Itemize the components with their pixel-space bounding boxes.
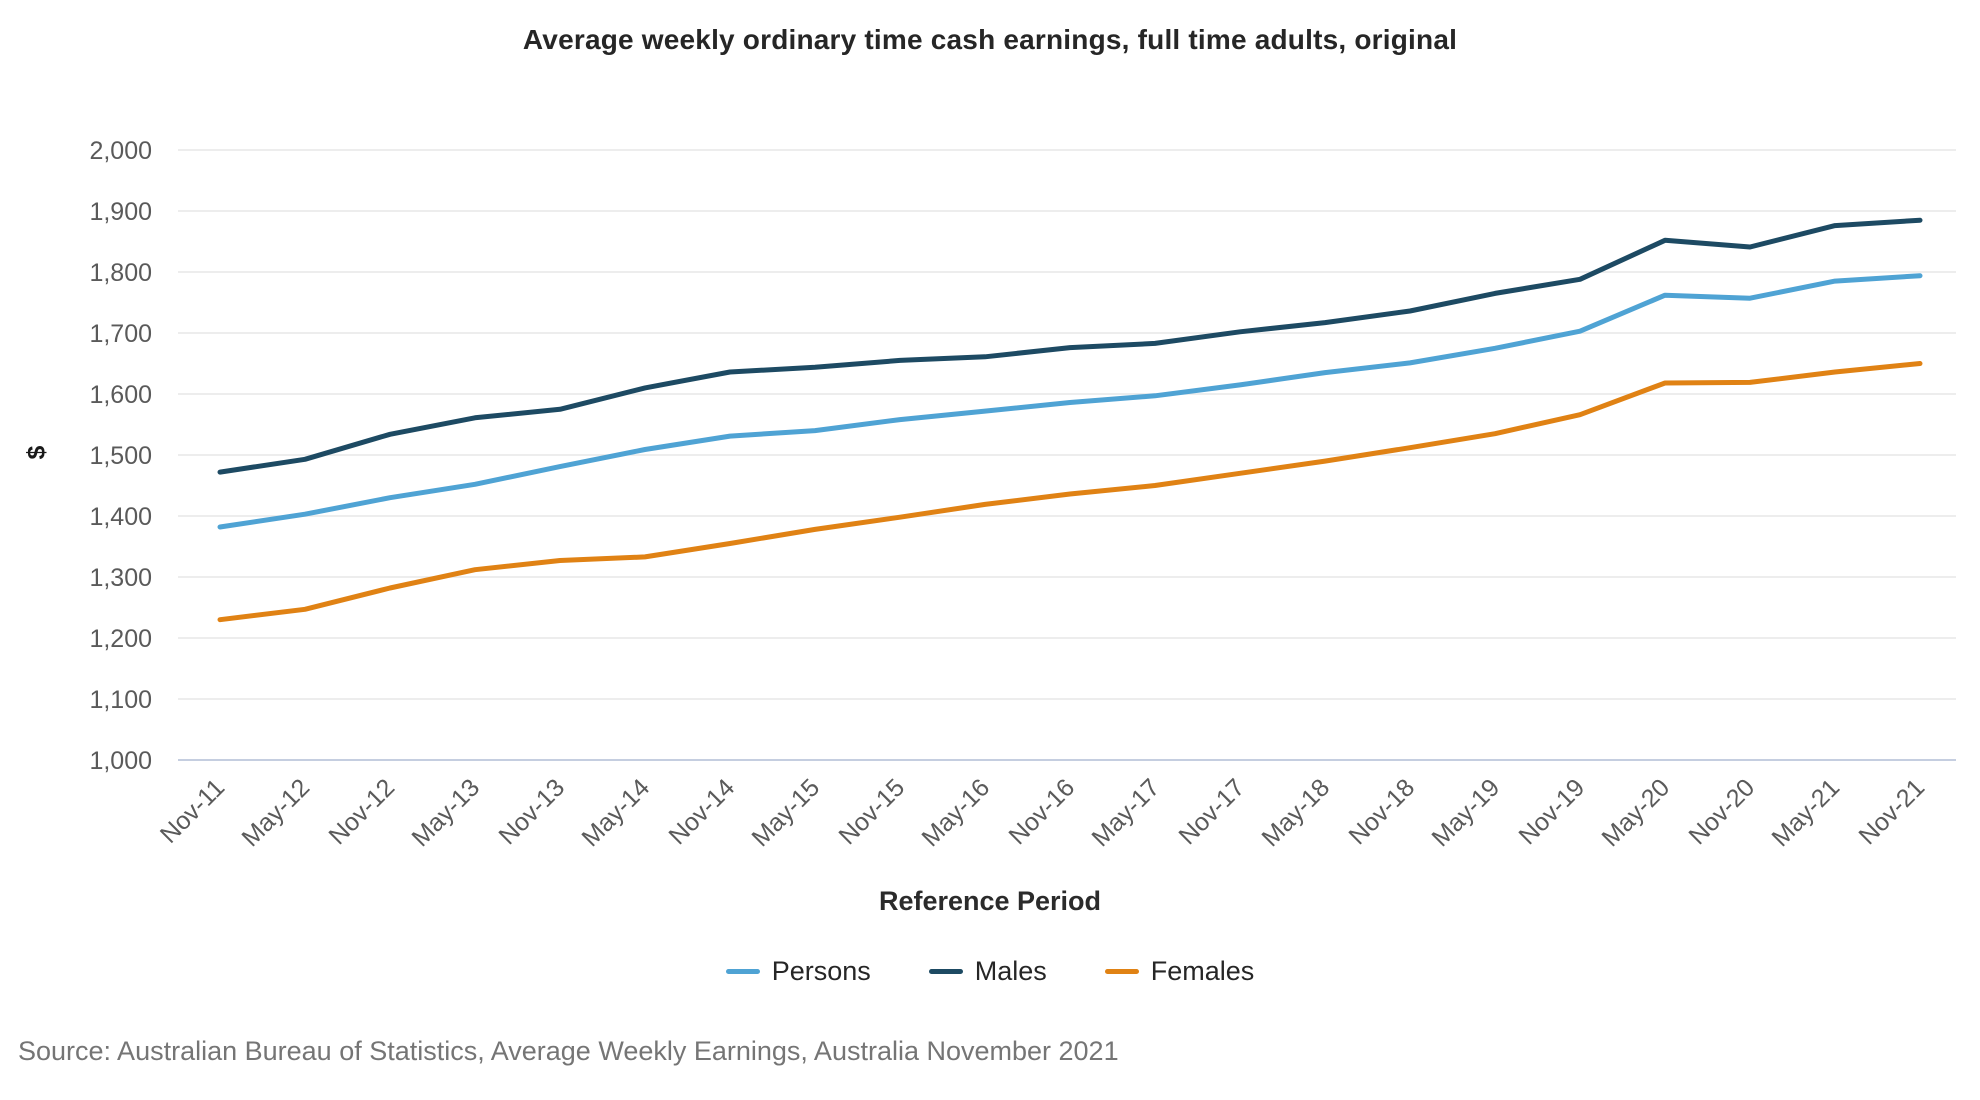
x-tick-label: Nov-12 xyxy=(323,773,400,850)
x-tick-label: May-17 xyxy=(1086,773,1165,852)
y-tick-label: 1,000 xyxy=(89,747,152,775)
x-tick-label: Nov-21 xyxy=(1853,773,1930,850)
source-note: Source: Australian Bureau of Statistics,… xyxy=(18,1036,1119,1066)
y-tick-label: 1,900 xyxy=(89,198,152,226)
x-tick-label: May-19 xyxy=(1426,773,1505,852)
y-tick-label: 1,800 xyxy=(89,259,152,287)
y-tick-label: 1,400 xyxy=(89,503,152,531)
x-tick-label: May-13 xyxy=(406,773,485,852)
series-line-males xyxy=(217,217,1923,475)
legend: Persons Males Females xyxy=(0,956,1980,987)
x-tick-label: Nov-18 xyxy=(1343,773,1420,850)
x-tick-label: Nov-15 xyxy=(833,773,910,850)
x-tick-label: May-12 xyxy=(236,773,315,852)
chart-title: Average weekly ordinary time cash earnin… xyxy=(522,24,1458,55)
series-line-persons xyxy=(217,273,1923,530)
legend-item-persons[interactable]: Persons xyxy=(725,956,871,987)
legend-swatch-males xyxy=(928,969,963,974)
x-tick-label: Nov-13 xyxy=(493,773,570,850)
legend-label: Females xyxy=(1150,956,1255,986)
x-tick-label: May-14 xyxy=(576,773,655,852)
x-tick-label: May-20 xyxy=(1596,773,1675,852)
x-tick-label: May-18 xyxy=(1256,773,1335,852)
x-tick-label: Nov-14 xyxy=(663,773,740,850)
x-tick-label: Nov-20 xyxy=(1683,773,1760,850)
y-tick-label: 1,500 xyxy=(89,442,152,470)
y-tick-label: 1,100 xyxy=(89,686,152,714)
legend-swatch-females xyxy=(1104,969,1139,974)
legend-label: Persons xyxy=(771,956,871,986)
x-tick-label: May-15 xyxy=(746,773,825,852)
x-tick-label: Nov-11 xyxy=(155,773,230,848)
legend-swatch-persons xyxy=(725,969,760,974)
x-tick-label: Nov-16 xyxy=(1003,773,1080,850)
y-tick-label: 1,600 xyxy=(89,381,152,409)
y-tick-label: 1,200 xyxy=(89,625,152,653)
x-tick-label: May-16 xyxy=(916,773,995,852)
y-tick-label: 1,300 xyxy=(89,564,152,592)
legend-label: Males xyxy=(974,956,1047,986)
y-tick-label: 1,700 xyxy=(89,320,152,348)
x-tick-label: Nov-17 xyxy=(1173,773,1250,850)
legend-item-females[interactable]: Females xyxy=(1104,956,1255,987)
x-tick-label: May-21 xyxy=(1766,773,1845,852)
series-line-females xyxy=(217,361,1923,623)
y-tick-label: 2,000 xyxy=(89,137,152,165)
legend-item-males[interactable]: Males xyxy=(928,956,1047,987)
x-axis-title: Reference Period xyxy=(878,886,1102,916)
y-axis-title: $ xyxy=(22,445,51,460)
x-tick-label: Nov-19 xyxy=(1513,773,1590,850)
